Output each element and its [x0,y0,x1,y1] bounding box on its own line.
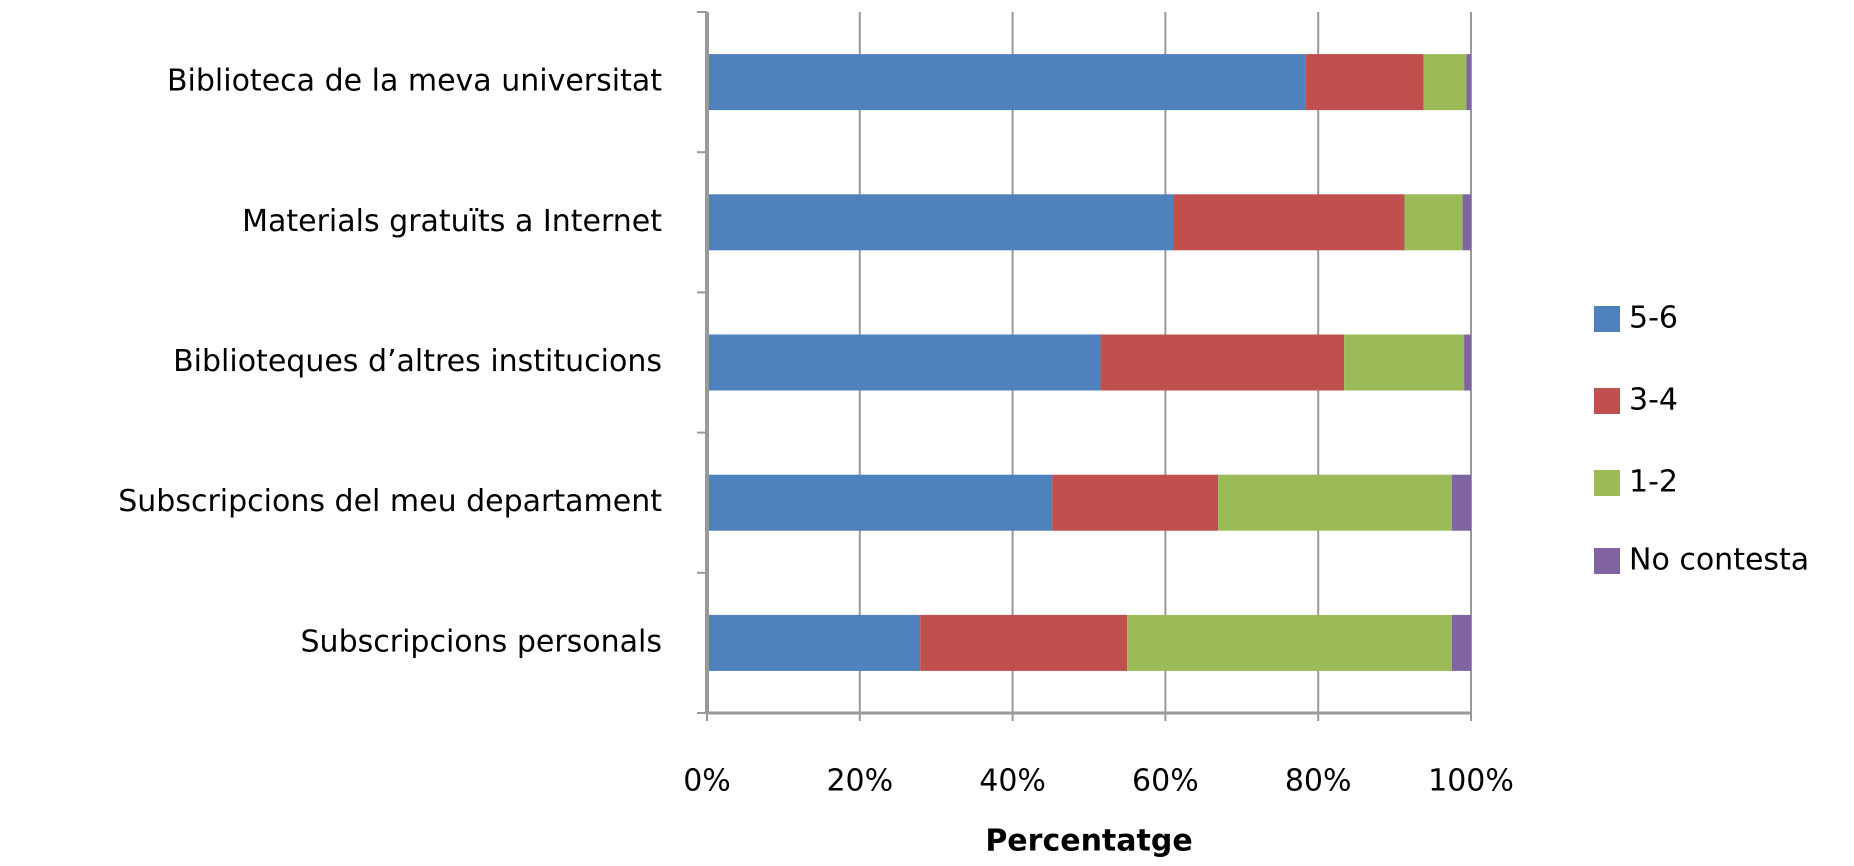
y-tick-label: Biblioteques d’altres institucions [173,344,662,379]
legend-label: 3-4 [1629,383,1678,418]
bar-segment [1344,334,1465,391]
x-tick-label: 40% [979,764,1046,799]
bar-segment [1173,194,1405,251]
x-tick-label: 60% [1132,764,1199,799]
legend-swatch [1594,306,1620,332]
bar-segment [1464,334,1471,391]
bar-segment [707,334,1101,391]
bar-segment [707,474,1053,531]
legend-label: 1-2 [1629,465,1678,500]
x-tick-label: 80% [1285,764,1352,799]
bar-segment [1451,474,1471,531]
legend-swatch [1594,548,1620,574]
legend-swatch [1594,470,1620,496]
x-tick-label: 0% [683,764,731,799]
bar-segment [1462,194,1471,251]
bar-segment [707,54,1306,111]
legend-swatch [1594,388,1620,414]
y-tick-label: Subscripcions del meu departament [118,484,662,519]
bar-segment [1451,614,1471,671]
x-axis-title: Percentatge [985,824,1192,859]
bar-segment [1052,474,1219,531]
bar-segment [1423,54,1467,111]
bar-segment [1404,194,1463,251]
bar-segment [1305,54,1424,111]
bar-segment [707,614,921,671]
legend-label: No contesta [1629,543,1809,578]
y-tick-label: Biblioteca de la meva universitat [167,64,662,99]
x-tick-label: 100% [1428,764,1514,799]
y-tick-label: Materials gratuïts a Internet [242,204,662,239]
bar-segment [920,614,1128,671]
bar-segment [707,194,1174,251]
bar-segment [1466,54,1471,111]
x-tick-label: 20% [826,764,893,799]
legend-label: 5-6 [1629,301,1678,336]
bar-segment [1127,614,1452,671]
y-tick-label: Subscripcions personals [301,624,662,659]
bar-segment [1100,334,1345,391]
bar-segment [1218,474,1452,531]
